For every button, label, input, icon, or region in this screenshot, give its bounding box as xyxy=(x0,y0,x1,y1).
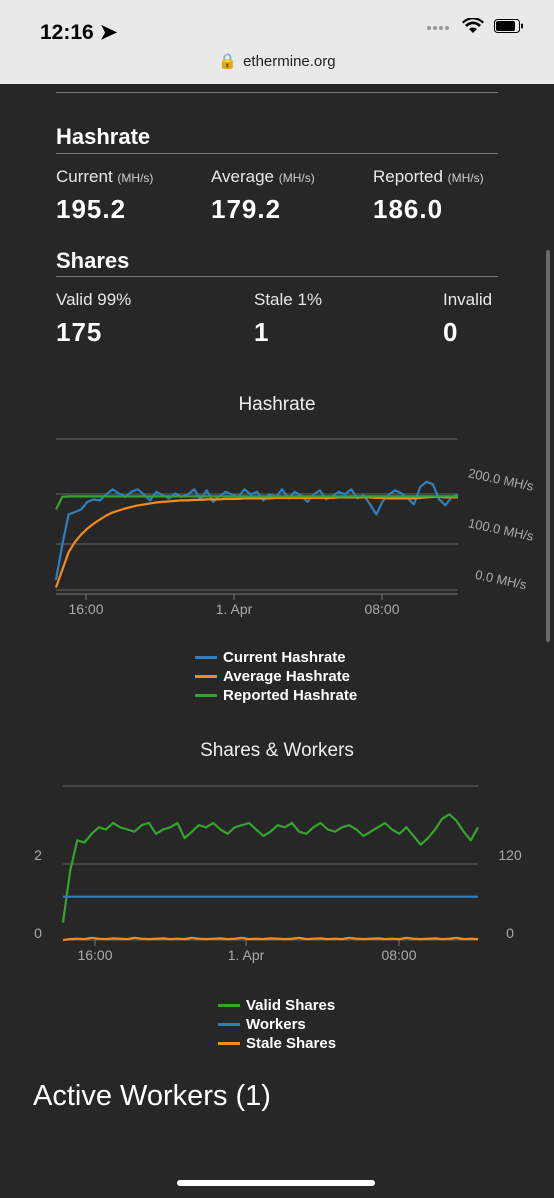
reported-hashrate-label: Reported (MH/s) xyxy=(373,167,484,186)
legend-workers[interactable]: Workers xyxy=(218,1015,336,1034)
hashrate-section-title: Hashrate xyxy=(56,124,151,149)
stale-shares-value: 1 xyxy=(254,317,270,347)
scrollbar[interactable] xyxy=(546,250,550,642)
status-icons xyxy=(426,18,524,34)
status-bar: 12:16 ➤ 🔒 ethermine.org xyxy=(0,0,554,84)
legend-swatch xyxy=(195,675,217,678)
average-hashrate-label: Average (MH/s) xyxy=(211,167,315,186)
y-tick-label: 100.0 MH/s xyxy=(467,515,536,544)
legend-stale-shares[interactable]: Stale Shares xyxy=(218,1034,336,1053)
invalid-shares-label: Invalid xyxy=(443,290,493,309)
legend-swatch xyxy=(218,1004,240,1007)
y-tick-label: 200.0 MH/s xyxy=(467,465,536,494)
series-line-valid-shares xyxy=(61,813,479,923)
y-right-tick-label: 120 xyxy=(498,847,522,863)
x-tick-label: 16:00 xyxy=(68,601,103,617)
stale-shares-label: Stale 1% xyxy=(254,290,323,309)
valid-shares-value: 175 xyxy=(56,317,103,347)
shares-section-title: Shares xyxy=(56,248,130,273)
y-tick-label: 0.0 MH/s xyxy=(474,567,528,593)
x-tick-label: 16:00 xyxy=(77,947,112,963)
series-line-stale-shares xyxy=(62,936,479,942)
home-indicator[interactable] xyxy=(177,1180,375,1186)
wifi-icon xyxy=(462,18,484,33)
hashrate-chart: 16:00 1. Apr 08:00 200.0 MH/s 100.0 MH/s 0.0 … xyxy=(54,438,536,617)
active-workers-title: Active Workers (1) xyxy=(33,1080,271,1112)
signal-icon xyxy=(427,26,449,30)
divider xyxy=(56,92,498,93)
shares-workers-chart: 16:00 1. Apr 08:00 2 0 120 0 xyxy=(34,785,522,963)
battery-icon xyxy=(494,19,523,33)
hashrate-chart-legend: Current Hashrate Average Hashrate Report… xyxy=(195,648,357,705)
y-left-tick-label: 2 xyxy=(34,847,42,863)
series-line-average-hashrate xyxy=(54,495,458,588)
divider xyxy=(56,153,498,154)
shares-chart-title: Shares & Workers xyxy=(200,740,354,761)
status-time: 12:16 ➤ xyxy=(40,21,118,44)
average-hashrate-value: 179.2 xyxy=(211,194,282,224)
divider xyxy=(56,276,498,277)
x-tick-label: 08:00 xyxy=(381,947,416,963)
reported-hashrate-value: 186.0 xyxy=(373,194,444,224)
legend-average-hashrate[interactable]: Average Hashrate xyxy=(195,667,357,686)
valid-shares-label: Valid 99% xyxy=(56,290,132,309)
x-tick-label: 1. Apr xyxy=(228,947,265,963)
invalid-shares-value: 0 xyxy=(443,317,459,347)
current-hashrate-value: 195.2 xyxy=(56,194,127,224)
current-hashrate-label: Current (MH/s) xyxy=(56,167,154,186)
legend-swatch xyxy=(218,1042,240,1045)
legend-valid-shares[interactable]: Valid Shares xyxy=(218,996,336,1015)
shares-chart-legend: Valid Shares Workers Stale Shares xyxy=(218,996,336,1053)
legend-swatch xyxy=(195,656,217,659)
hashrate-chart-title: Hashrate xyxy=(238,394,316,415)
legend-reported-hashrate[interactable]: Reported Hashrate xyxy=(195,686,357,705)
x-tick-label: 1. Apr xyxy=(216,601,253,617)
legend-swatch xyxy=(218,1023,240,1026)
lock-icon: 🔒 xyxy=(218,53,238,70)
legend-current-hashrate[interactable]: Current Hashrate xyxy=(195,648,357,667)
y-left-tick-label: 0 xyxy=(34,925,42,941)
address-bar[interactable]: 🔒 ethermine.org xyxy=(0,52,554,70)
location-arrow-icon: ➤ xyxy=(99,21,118,44)
url-text: ethermine.org xyxy=(243,53,336,70)
y-right-tick-label: 0 xyxy=(506,925,514,941)
legend-swatch xyxy=(195,694,217,697)
x-tick-label: 08:00 xyxy=(364,601,399,617)
series-line-reported-hashrate xyxy=(55,495,458,510)
page-content: Hashrate Current (MH/s) 195.2 Average (M… xyxy=(0,84,554,1198)
